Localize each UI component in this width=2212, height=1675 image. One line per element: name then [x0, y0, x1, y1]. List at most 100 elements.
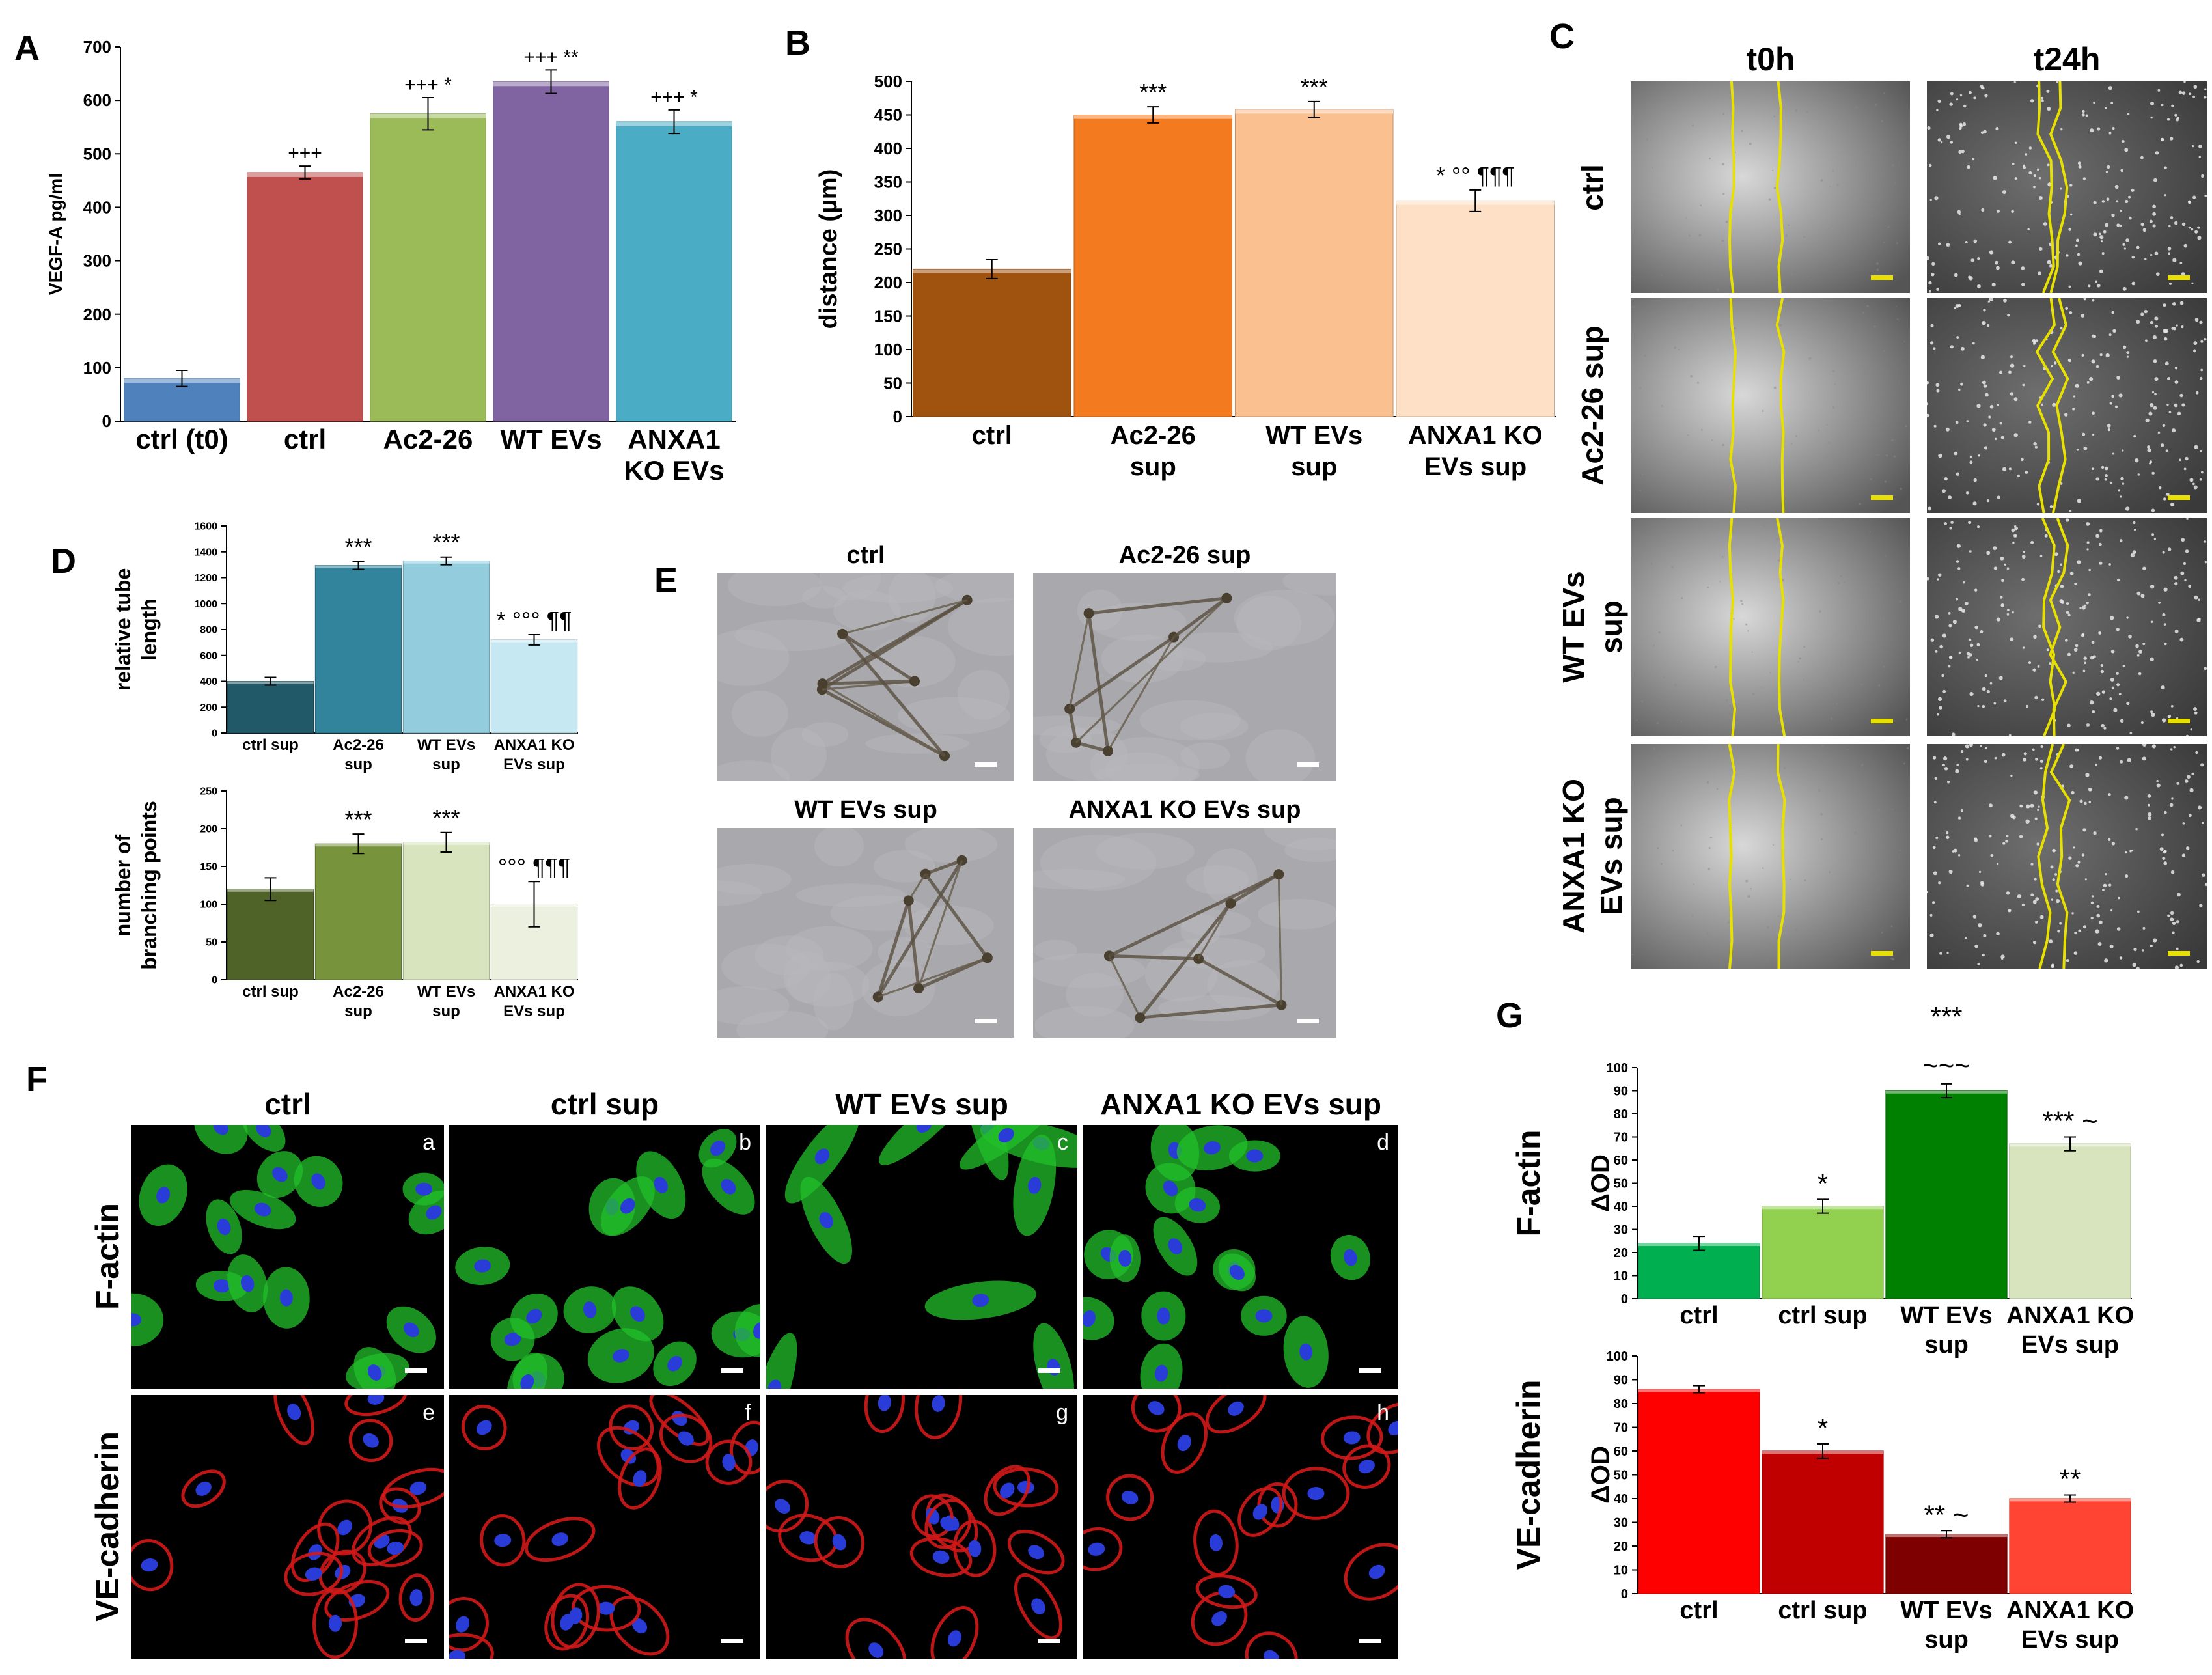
x-tick-label: Ac2-26 — [1111, 421, 1196, 450]
image-content — [131, 1395, 444, 1659]
y-tick-label: 350 — [874, 173, 902, 192]
y-tick-label: 1400 — [194, 547, 217, 558]
bar — [1073, 115, 1233, 417]
micrograph-c-wt-t0h — [1631, 518, 1910, 736]
micrograph-c-ac226-t24h — [1927, 298, 2207, 513]
corner-letter-b: b — [739, 1130, 751, 1155]
y-tick-label: 80 — [1614, 1397, 1628, 1411]
y-tick-label: 400 — [83, 198, 111, 217]
significance-label: +++ — [288, 143, 322, 164]
chart-D2: 0 50 100 150 200 250 number of branching points… — [111, 786, 578, 1020]
corner-letter-c: c — [1057, 1130, 1068, 1155]
y-axis-label: relative tube — [111, 568, 135, 691]
bar — [1762, 1206, 1884, 1299]
significance-label: *** — [344, 806, 372, 833]
scale-bar — [405, 1368, 427, 1373]
scale-bar — [1038, 1368, 1060, 1373]
x-tick-label: Ac2-26 — [333, 736, 384, 754]
image-content — [449, 1395, 760, 1659]
y-axis-label: branching points — [137, 801, 161, 970]
y-axis-label: ΔOD — [1586, 1446, 1615, 1504]
confocal-f-f: f — [449, 1395, 760, 1659]
row-label: ctrl — [1575, 164, 1609, 211]
scale-bar — [2168, 951, 2190, 956]
bar — [1762, 1450, 1884, 1594]
image-content — [1631, 518, 1910, 736]
micrograph-c-ko-t0h — [1631, 744, 1910, 969]
image-content — [717, 828, 1014, 1038]
x-tick-label: sup — [1291, 452, 1337, 481]
image-content — [717, 573, 1014, 781]
bar — [1234, 109, 1394, 417]
panel-letter-C: C — [1549, 17, 1575, 56]
y-tick-label: 30 — [1614, 1223, 1628, 1238]
corner-letter-g: g — [1056, 1400, 1068, 1425]
row-label-vecadherin: VE-cadherin — [89, 1432, 126, 1622]
significance-label: *** — [1301, 74, 1328, 100]
chart-D1: 0 200 400 600 800 1000 1200 1400 1600 relative tu… — [111, 521, 578, 773]
significance-label: *** — [432, 805, 460, 831]
x-tick-label: WT EVs — [1900, 1597, 1992, 1624]
x-tick-label: KO EVs — [624, 455, 724, 486]
x-tick-label: sup — [432, 1003, 460, 1020]
bar — [1638, 1243, 1760, 1299]
x-tick-label: WT EVs — [1900, 1302, 1992, 1329]
x-tick-label: sup — [1924, 1626, 1969, 1654]
y-tick-label: 10 — [1614, 1269, 1628, 1284]
scale-bar — [1297, 1019, 1319, 1023]
x-tick-label: ctrl sup — [1778, 1597, 1867, 1624]
y-tick-label: 700 — [83, 37, 111, 57]
bar — [314, 843, 402, 980]
micrograph-e-ctrl — [717, 573, 1014, 781]
micrograph-e-ko — [1033, 828, 1336, 1038]
x-tick-label: ctrl sup — [242, 983, 299, 1001]
image-content — [1033, 828, 1336, 1038]
y-tick-label: 400 — [200, 676, 217, 687]
micrograph-c-wt-t24h — [1927, 518, 2207, 736]
x-tick-label: EVs sup — [503, 756, 565, 773]
row-label-factin: F-actin — [89, 1203, 126, 1310]
y-tick-label: 0 — [102, 411, 111, 431]
y-axis-label: ΔOD — [1586, 1154, 1615, 1212]
micrograph-c-ko-t24h — [1927, 744, 2207, 969]
y-tick-label: 50 — [1614, 1177, 1628, 1191]
x-tick-label: ANXA1 KO — [2006, 1597, 2134, 1624]
significance-label: °°° ¶¶¶ — [498, 853, 570, 880]
y-tick-label: 1200 — [194, 573, 217, 584]
micrograph-c-ctrl-t0h — [1631, 81, 1910, 293]
x-tick-label: ANXA1 KO — [493, 736, 574, 754]
y-tick-label: 150 — [200, 862, 217, 873]
y-axis-label: VEGF-A pg/ml — [46, 173, 66, 295]
significance-label: *** — [1139, 79, 1167, 105]
bar — [247, 172, 363, 422]
scale-bar — [2168, 275, 2190, 280]
y-tick-label: 80 — [1614, 1107, 1628, 1122]
x-tick-label: sup — [344, 756, 372, 773]
y-tick-label: 50 — [883, 374, 902, 393]
scale-bar — [975, 1019, 997, 1023]
y-tick-label: 60 — [1614, 1154, 1628, 1168]
significance-label: *** — [432, 529, 460, 556]
scale-bar — [1871, 275, 1893, 280]
significance-label: * °°° ¶¶ — [497, 607, 572, 633]
confocal-f-c: c — [766, 1125, 1077, 1389]
y-tick-label: 0 — [893, 407, 902, 426]
bar — [1396, 200, 1555, 417]
significance-label: +++ * — [650, 87, 698, 108]
micrograph-c-ac226-t0h — [1631, 298, 1910, 513]
y-tick-label: 20 — [1614, 1540, 1628, 1554]
image-content — [1083, 1125, 1398, 1389]
confocal-f-b: b — [449, 1125, 760, 1389]
panel-letter-E: E — [654, 561, 678, 600]
y-tick-label: 0 — [212, 975, 217, 986]
image-content — [1033, 573, 1336, 781]
significance-label: * °° ¶¶¶ — [1436, 162, 1515, 189]
x-tick-label: ctrl — [1680, 1302, 1718, 1329]
scale-bar — [721, 1639, 743, 1643]
bar — [490, 639, 578, 734]
bar — [1885, 1090, 2008, 1299]
panel-letter-G: G — [1496, 996, 1523, 1035]
column-label: ANXA1 KO EVs sup — [1100, 1087, 1381, 1121]
x-tick-label: sup — [432, 756, 460, 773]
